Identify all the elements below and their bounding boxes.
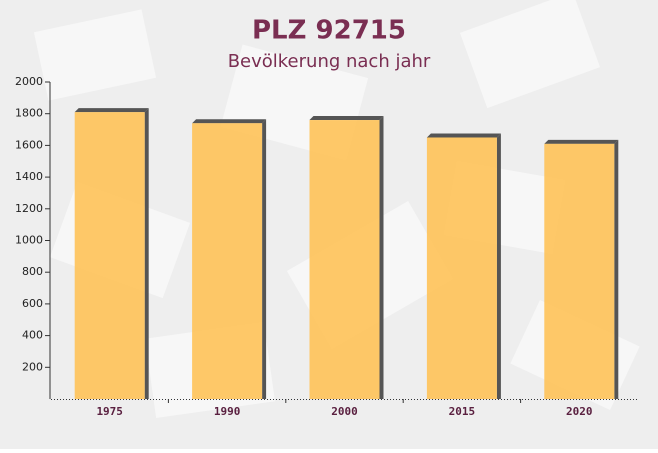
bar-shadow [614,139,619,399]
x-tick-label: 1990 [214,405,241,418]
x-tick-label: 2020 [566,405,593,418]
y-tick-label: 400 [22,329,43,342]
bar-shadow-top [309,116,384,121]
bar-shadow-top [544,139,619,144]
y-tick-label: 600 [22,297,43,310]
y-tick-label: 1400 [15,170,43,183]
bar [544,143,615,399]
y-tick-label: 2000 [15,75,43,88]
bar [309,120,380,399]
y-tick-label: 200 [22,360,43,373]
chart-subtitle: Bevölkerung nach jahr [228,51,431,72]
bar-shadow [144,108,149,400]
chart-title: PLZ 92715 [252,16,406,46]
y-tick-label: 1600 [15,138,43,151]
bar-shadow-top [426,133,501,138]
bar [74,112,145,400]
x-tick-label: 1975 [96,405,123,418]
y-tick-label: 1800 [15,107,43,120]
x-tick-label: 2015 [449,405,476,418]
bar-shadow [496,133,501,399]
bar-shadow-top [74,108,149,113]
bar-shadow [379,116,384,399]
bar-shadow-top [192,119,267,124]
y-tick-label: 800 [22,265,43,278]
bar-shadow [262,119,267,400]
y-tick-label: 1000 [15,234,43,247]
y-tick-label: 1200 [15,202,43,215]
bar [192,123,263,400]
x-tick-label: 2000 [331,405,358,418]
bar [426,137,497,399]
